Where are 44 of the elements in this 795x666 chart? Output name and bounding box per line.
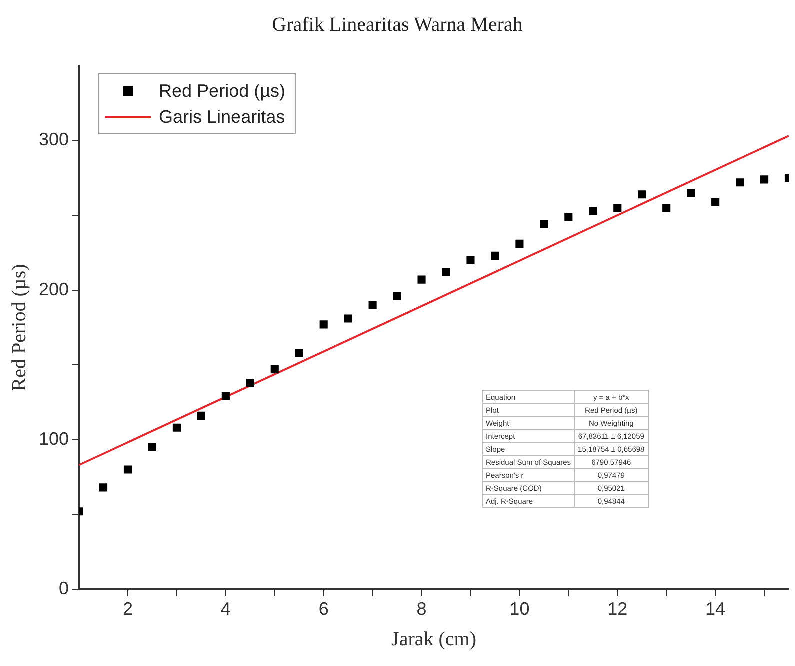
x-tick-label: 12 — [608, 599, 628, 620]
point — [712, 198, 720, 206]
point — [393, 292, 402, 300]
point — [662, 204, 671, 212]
point — [760, 176, 769, 184]
point — [614, 204, 622, 212]
point — [320, 320, 328, 329]
x-axis-title: Jarak (cm) — [392, 628, 476, 650]
point — [172, 424, 181, 432]
y-axis-title: Red Period (µs) — [8, 264, 30, 392]
x-tick-label: 4 — [220, 599, 231, 620]
chart-title: Grafik Linearitas Warna Merah — [271, 14, 524, 37]
y-tick-label: 200 — [38, 279, 70, 300]
point — [246, 378, 254, 388]
y-tick-label: 100 — [38, 428, 70, 449]
point — [687, 189, 696, 198]
point — [270, 366, 279, 374]
x-tick-label: 2 — [122, 599, 134, 620]
point — [540, 220, 548, 229]
point — [344, 314, 352, 323]
point — [148, 443, 157, 452]
point — [197, 412, 206, 420]
legend-label: Garis Linearitas — [159, 106, 286, 127]
point — [638, 190, 646, 199]
x-tick-label: 10 — [510, 599, 530, 620]
x-tick-label: 14 — [706, 599, 726, 620]
point — [295, 349, 304, 358]
point — [418, 276, 426, 284]
legend-label: Red Period (µs) — [159, 80, 286, 101]
point — [736, 178, 744, 187]
point — [99, 484, 108, 492]
y-tick-label: 300 — [38, 130, 70, 150]
point — [466, 256, 475, 264]
point — [564, 213, 573, 222]
point — [368, 301, 377, 310]
point — [442, 268, 450, 276]
point — [516, 240, 524, 248]
point — [124, 466, 132, 474]
point — [222, 392, 230, 401]
x-tick-label: 8 — [416, 599, 427, 620]
point — [589, 207, 598, 216]
x-tick-label: 6 — [318, 599, 329, 620]
point — [491, 252, 500, 260]
y-tick-label: 0 — [59, 578, 70, 598]
